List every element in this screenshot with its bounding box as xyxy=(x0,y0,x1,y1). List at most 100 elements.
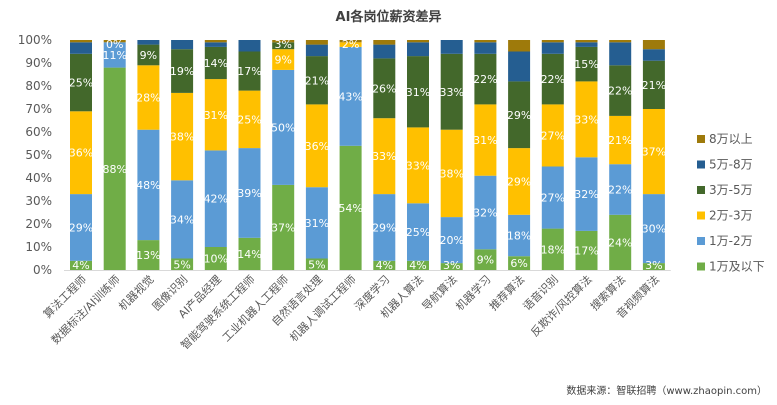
legend-label: 3万-5万 xyxy=(709,183,753,197)
bar-segment xyxy=(440,263,463,270)
bar-segment xyxy=(137,129,160,241)
data-label: 17% xyxy=(574,244,598,257)
y-tick-label: 20% xyxy=(25,217,52,231)
bar-segment xyxy=(171,258,194,270)
y-tick-label: 0% xyxy=(33,263,52,277)
data-label: 33% xyxy=(372,150,396,163)
bar-segment xyxy=(272,40,295,43)
bar-segment xyxy=(541,166,564,229)
data-label: 3% xyxy=(274,38,291,51)
bar-segment xyxy=(305,187,328,259)
data-label: 22% xyxy=(608,85,632,98)
bar-segment xyxy=(70,194,92,261)
bar-segment xyxy=(339,46,362,146)
data-label: 22% xyxy=(541,73,565,86)
y-tick-label: 30% xyxy=(25,194,52,208)
data-label: 22% xyxy=(473,73,497,86)
bar-segment xyxy=(609,115,632,165)
bar-segment xyxy=(272,184,295,270)
bar-segment xyxy=(339,42,362,47)
data-label: 4% xyxy=(409,259,426,272)
bar-segment xyxy=(103,40,126,43)
bar-segment xyxy=(373,44,396,59)
data-label: 18% xyxy=(541,243,565,256)
y-tick-label: 70% xyxy=(25,102,52,116)
bar-segment xyxy=(541,42,564,54)
y-axis: 0% 10% 20% 30% 40% 50% 60% 70% 80% 90% 100% xyxy=(18,33,671,277)
bar-segment xyxy=(305,40,328,45)
bar-segment xyxy=(407,40,429,43)
data-label: 31% xyxy=(204,109,228,122)
data-label: 22% xyxy=(608,184,632,197)
legend-label: 1万及以下 xyxy=(709,260,765,274)
x-axis: 算法工程师数据标注/AI训练师机器视觉图像识别AI产品经理智能驾驶系统工程师工业… xyxy=(40,272,662,352)
data-label: 29% xyxy=(69,221,93,234)
bar-segment xyxy=(407,260,429,270)
bar-segment xyxy=(171,40,194,50)
source-note: 数据来源：智联招聘（www.zhaopin.com） xyxy=(566,386,767,397)
data-label: 14% xyxy=(204,57,228,70)
bar-segment xyxy=(204,247,227,270)
bar-segment xyxy=(137,65,160,130)
data-label: 15% xyxy=(574,58,598,71)
bar-segment xyxy=(440,53,463,130)
data-label: 29% xyxy=(507,175,531,188)
bar-segment xyxy=(238,237,261,270)
data-label: 29% xyxy=(372,221,396,234)
bar-segment xyxy=(609,164,632,215)
bar-segment xyxy=(541,40,564,43)
bar-segment xyxy=(171,92,194,181)
bar-segment xyxy=(70,40,92,43)
bar-segment xyxy=(373,118,396,195)
data-label: 18% xyxy=(507,230,531,243)
legend-label: 2万-3万 xyxy=(709,209,753,223)
bar-segment xyxy=(204,42,227,47)
bar-segment xyxy=(204,79,227,151)
bar-segment xyxy=(642,263,665,270)
bar-segment xyxy=(238,90,261,149)
data-label: 39% xyxy=(237,187,261,200)
bar-segment xyxy=(474,40,497,43)
data-label: 4% xyxy=(72,259,89,272)
bar-segment xyxy=(609,40,632,43)
legend-swatch xyxy=(697,262,705,271)
data-label: 27% xyxy=(541,192,565,205)
data-label: 25% xyxy=(69,77,93,90)
y-tick-label: 60% xyxy=(25,125,52,139)
bar-segment xyxy=(272,42,295,50)
bar-segment xyxy=(508,81,531,149)
bar-segment xyxy=(305,44,328,57)
x-tick-label: 导航算法 xyxy=(419,272,460,313)
bar-segment xyxy=(575,230,598,270)
bar-segment xyxy=(474,104,497,176)
data-label: 3% xyxy=(443,259,460,272)
data-label: 13% xyxy=(136,249,160,262)
data-label: 33% xyxy=(574,113,598,126)
x-tick-label: 机器视觉 xyxy=(116,272,157,313)
bar-segment xyxy=(204,150,227,247)
data-label: 25% xyxy=(406,226,430,239)
data-label: 88% xyxy=(102,163,126,176)
legend-label: 8万以上 xyxy=(709,132,753,146)
data-label: 31% xyxy=(305,217,329,230)
data-label: 32% xyxy=(574,188,598,201)
bar-segment xyxy=(373,40,396,45)
y-tick-label: 80% xyxy=(25,79,52,93)
bar-segment xyxy=(575,40,598,43)
data-label: 5% xyxy=(308,258,325,271)
bar-segment xyxy=(137,240,160,270)
bar-segment xyxy=(642,194,665,264)
data-label: 31% xyxy=(406,86,430,99)
bar-segment xyxy=(272,69,295,185)
data-label: 9% xyxy=(274,54,291,67)
bar-segment xyxy=(407,127,429,204)
legend-swatch xyxy=(697,211,705,220)
bar-segment xyxy=(204,40,227,43)
bar-segment xyxy=(541,228,564,270)
bar-segment xyxy=(373,260,396,270)
bar-segment xyxy=(407,42,429,57)
bar-segment xyxy=(642,40,665,50)
bar-segment xyxy=(609,65,632,116)
data-label: 33% xyxy=(439,86,463,99)
